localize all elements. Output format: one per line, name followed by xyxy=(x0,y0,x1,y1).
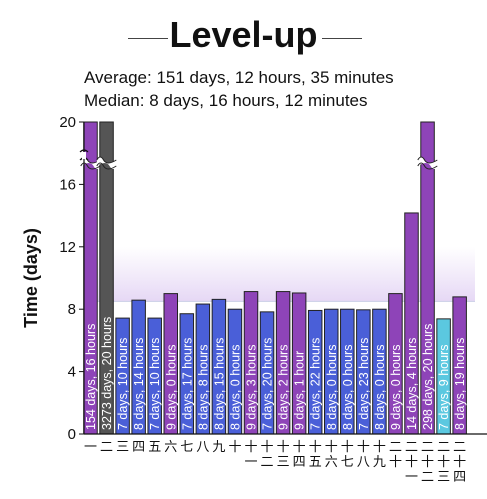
x-tick-label: 四 xyxy=(453,469,466,484)
y-axis-break-gap xyxy=(82,152,86,159)
title-rule-left xyxy=(128,38,168,39)
x-tick-label: 二 xyxy=(405,439,418,454)
x-tick-label: 十 xyxy=(228,439,241,454)
bar-value-label: 8 days, 15 hours xyxy=(212,338,226,430)
x-axis: 一二三四五六七八九十十一十二十三十四十五十六十七十八十九二十二十一二十二二十三二… xyxy=(84,433,487,484)
x-tick-label: 十 xyxy=(389,454,402,469)
x-tick-label: 四 xyxy=(293,454,306,469)
bar-value-label: 8 days, 0 hours xyxy=(341,345,355,430)
axis-break-line xyxy=(417,162,438,170)
x-tick-label: 六 xyxy=(164,439,177,454)
bar-value-label: 7 days, 17 hours xyxy=(180,338,194,430)
x-tick-label: 二 xyxy=(421,469,434,484)
bar-value-label: 7 days, 20 hours xyxy=(261,338,275,430)
bar-value-label: 8 days, 19 hours xyxy=(453,338,467,430)
chart-title: Level-up xyxy=(169,14,318,55)
bar-value-label: 8 days, 8 hours xyxy=(196,345,210,430)
bar-value-label: 298 days, 20 hours xyxy=(421,324,435,430)
bar-value-label: 7 days, 9 hours xyxy=(437,345,451,430)
bar-value-label: 7 days, 10 hours xyxy=(116,338,130,430)
bar-value-label: 8 days, 0 hours xyxy=(325,345,339,430)
median-annotation: Median: 8 days, 16 hours, 12 minutes xyxy=(84,91,368,110)
x-tick-label: 十 xyxy=(261,439,274,454)
x-tick-label: 十 xyxy=(421,454,434,469)
x-tick-label: 七 xyxy=(341,454,354,469)
x-tick-label: 二 xyxy=(389,439,402,454)
x-tick-label: 十 xyxy=(373,439,386,454)
x-tick-label: 九 xyxy=(373,454,386,469)
y-tick-label: 16 xyxy=(59,176,76,193)
x-tick-label: 二 xyxy=(261,454,274,469)
x-tick-label: 一 xyxy=(244,454,257,469)
y-axis: 0 4 8 12 16 20 xyxy=(59,114,89,443)
bar-value-label: 9 days, 0 hours xyxy=(164,345,178,430)
x-tick-label: 二 xyxy=(100,439,113,454)
x-tick-label: 十 xyxy=(277,439,290,454)
x-tick-label: 九 xyxy=(212,439,225,454)
y-tick-label: 0 xyxy=(68,426,76,443)
x-tick-label: 十 xyxy=(341,439,354,454)
bar-value-label: 8 days, 14 hours xyxy=(132,338,146,430)
bars-group: 154 days, 16 hours 3273 days, 20 hours 7 d… xyxy=(80,121,467,435)
axis-break-line xyxy=(80,162,101,170)
x-tick-label: 八 xyxy=(357,454,370,469)
x-tick-label: 五 xyxy=(309,454,322,469)
y-tick-label: 20 xyxy=(59,114,76,131)
axis-break-line xyxy=(96,156,117,164)
x-tick-label: 一 xyxy=(405,469,418,484)
bar-value-label: 14 days, 4 hours xyxy=(405,338,419,430)
bar-value-label: 7 days, 23 hours xyxy=(357,338,371,430)
x-tick-label: 十 xyxy=(293,439,306,454)
x-tick-label: 二 xyxy=(421,439,434,454)
bar-value-label: 9 days, 3 hours xyxy=(245,345,259,430)
x-tick-label: 十 xyxy=(405,454,418,469)
x-tick-label: 八 xyxy=(196,439,209,454)
bar-value-label: 9 days, 2 hours xyxy=(277,345,291,430)
x-tick-label: 三 xyxy=(116,439,129,454)
y-tick-label: 8 xyxy=(68,301,76,318)
bar-value-label: 3273 days, 20 hours xyxy=(100,317,114,430)
x-tick-label: 十 xyxy=(357,439,370,454)
x-tick-label: 二 xyxy=(453,439,466,454)
y-axis-label: Time (days) xyxy=(21,228,41,328)
x-tick-label: 十 xyxy=(244,439,257,454)
bar-value-label: 7 days, 10 hours xyxy=(148,338,162,430)
x-tick-label: 十 xyxy=(325,439,338,454)
bar-value-label: 9 days, 0 hours xyxy=(389,345,403,430)
x-tick-label: 六 xyxy=(325,454,338,469)
x-tick-label: 五 xyxy=(148,439,161,454)
title-area: Level-up xyxy=(0,12,487,58)
bar-value-label: 9 days, 1 hour xyxy=(293,351,307,430)
x-tick-label: 七 xyxy=(180,439,193,454)
bar-value-label: 8 days, 0 hours xyxy=(228,345,242,430)
axis-break-line xyxy=(417,156,438,164)
bar-value-label: 7 days, 22 hours xyxy=(309,338,323,430)
average-annotation: Average: 151 days, 12 hours, 35 minutes xyxy=(84,68,394,87)
y-tick-label: 4 xyxy=(68,364,76,381)
x-tick-label: 十 xyxy=(309,439,322,454)
bar-value-label: 8 days, 0 hours xyxy=(373,345,387,430)
x-tick-label: 三 xyxy=(277,454,290,469)
x-tick-label: 二 xyxy=(437,439,450,454)
axis-break-line xyxy=(96,162,117,170)
x-tick-label: 四 xyxy=(132,439,145,454)
y-tick-label: 12 xyxy=(59,239,76,256)
x-tick-label: 三 xyxy=(437,469,450,484)
x-tick-label: 十 xyxy=(453,454,466,469)
x-tick-label: 十 xyxy=(437,454,450,469)
title-rule-right xyxy=(322,38,362,39)
bar-value-label: 154 days, 16 hours xyxy=(84,324,98,430)
x-tick-label: 一 xyxy=(84,439,97,454)
